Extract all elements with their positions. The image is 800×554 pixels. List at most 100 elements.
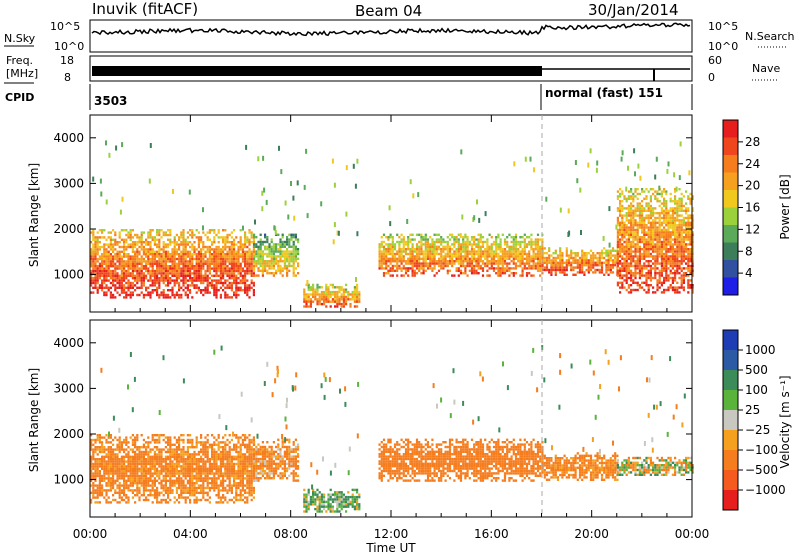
echo-cell (316, 286, 319, 289)
echo-cell (492, 267, 496, 270)
echo-cell (303, 288, 306, 291)
echo-cell (101, 460, 104, 463)
echo-cell (142, 443, 145, 446)
echo-cell (107, 484, 110, 487)
echo-cell (453, 252, 456, 256)
echo-cell (623, 262, 626, 265)
echo-cell (634, 288, 637, 292)
echo-cell (208, 269, 211, 273)
echo-cell (120, 238, 123, 241)
echo-cell (286, 272, 289, 275)
echo-cell (643, 231, 646, 234)
echo-cell (647, 248, 650, 251)
echo-cell (647, 243, 650, 246)
echo-cell (543, 247, 546, 250)
echo-cell (200, 236, 203, 239)
echo-cell (556, 254, 560, 257)
echo-cell (103, 250, 106, 253)
echo-cell (539, 248, 542, 251)
echo-cell (303, 293, 306, 296)
echo-cell (129, 293, 132, 297)
echo-cell (567, 264, 571, 267)
echo-cell (129, 477, 132, 480)
echo-cell (616, 281, 619, 284)
echo-cell (134, 262, 137, 265)
echo-cell (663, 190, 666, 193)
echo-cell (184, 265, 187, 268)
echo-cell (448, 262, 452, 265)
echo-cell (112, 484, 115, 487)
echo-cell (182, 233, 185, 237)
echo-cell (614, 259, 617, 262)
echo-cell (329, 290, 332, 294)
echo-cell (490, 236, 493, 239)
echo-cell (380, 260, 383, 263)
echo-speckle (92, 176, 95, 182)
echo-cell (660, 209, 663, 212)
echo-cell (219, 260, 222, 263)
echo-cell (632, 212, 635, 215)
echo-cell (523, 233, 526, 236)
echo-cell (151, 465, 154, 468)
echo-cell (440, 248, 443, 251)
echo-cell (632, 257, 635, 260)
echo-cell (162, 274, 165, 277)
echo-cell (200, 291, 203, 294)
echo-cell (149, 272, 152, 275)
echo-cell (195, 236, 198, 239)
echo-cell (224, 262, 227, 265)
echo-cell (125, 438, 128, 442)
echo-cell (98, 450, 101, 454)
echo-cell (424, 236, 427, 239)
echo-speckle (261, 206, 264, 212)
echo-cell (230, 250, 233, 253)
echo-cell (202, 260, 205, 263)
echo-cell (636, 224, 639, 227)
echo-cell (325, 288, 328, 291)
echo-cell (257, 260, 260, 263)
echo-cell (402, 264, 405, 268)
echo-cell (118, 501, 121, 504)
echo-cell (123, 448, 126, 451)
echo-cell (429, 252, 432, 256)
echo-cell (136, 460, 139, 463)
echo-cell (559, 252, 562, 255)
echo-cell (241, 277, 244, 280)
echo-cell (101, 446, 104, 449)
echo-cell (253, 233, 256, 236)
echo-cell (264, 262, 267, 265)
echo-cell (682, 204, 685, 208)
echo-cell (226, 279, 229, 282)
echo-cell (647, 228, 650, 232)
echo-cell (506, 240, 509, 244)
echo-cell (116, 243, 119, 246)
echo-cell (565, 261, 568, 264)
echo-cell (145, 255, 148, 258)
echo-cell (123, 286, 126, 289)
echo-cell (528, 250, 531, 253)
echo-cell (175, 250, 178, 253)
echo-cell (548, 249, 551, 252)
echo-cell (112, 245, 115, 249)
echo-speckle (263, 187, 266, 193)
echo-cell (281, 267, 284, 270)
echo-cell (676, 260, 679, 263)
echo-cell (107, 479, 110, 482)
echo-cell (385, 257, 388, 260)
echo-cell (429, 260, 432, 263)
echo-speckle (567, 232, 570, 237)
echo-cell (261, 274, 264, 277)
echo-cell (167, 274, 170, 277)
echo-cell (492, 243, 496, 246)
echo-cell (217, 289, 220, 292)
echo-cell (101, 265, 104, 268)
echo-cell (173, 284, 176, 287)
echo-cell (473, 260, 476, 263)
echo-cell (158, 241, 161, 244)
echo-cell (235, 260, 238, 263)
echo-cell (641, 236, 644, 239)
echo-cell (389, 267, 392, 270)
echo-cell (658, 252, 661, 256)
echo-cell (605, 268, 608, 272)
echo-cell (596, 268, 599, 272)
